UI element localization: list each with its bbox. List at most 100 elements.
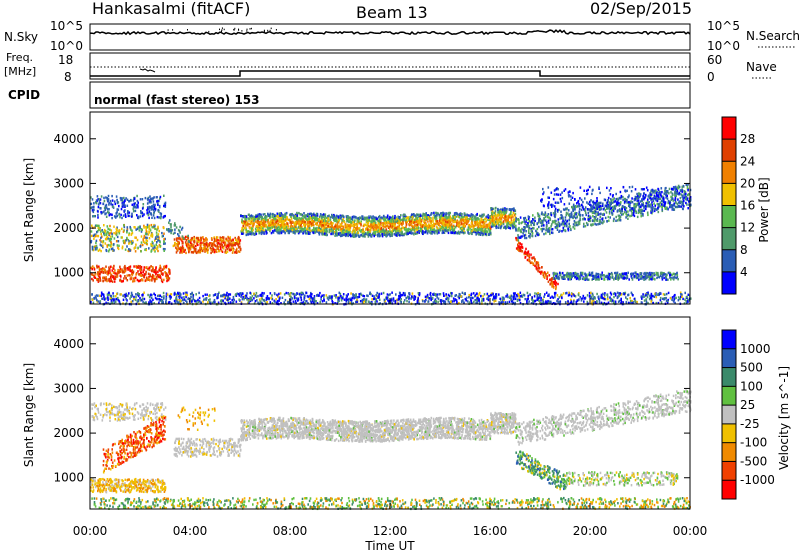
data-cell [91, 245, 94, 249]
freq-line [90, 70, 690, 77]
data-cell [478, 231, 480, 235]
data-cell [97, 277, 100, 281]
data-cell [210, 251, 212, 255]
data-cell [291, 225, 294, 228]
data-cell [322, 219, 325, 223]
data-cell [608, 207, 611, 210]
data-cell [509, 212, 512, 215]
data-cell [597, 213, 600, 216]
data-cell [321, 217, 323, 221]
data-cell [135, 273, 137, 276]
data-cell [146, 206, 149, 209]
data-cell [335, 230, 338, 233]
data-cell [122, 279, 124, 283]
data-cell [128, 200, 131, 203]
data-cell [307, 225, 309, 228]
data-cell [181, 246, 184, 249]
data-cell [145, 270, 147, 274]
data-cell [420, 221, 422, 224]
data-cell [589, 215, 591, 218]
data-cell [499, 208, 502, 211]
data-cell [419, 223, 422, 226]
data-cell [501, 209, 504, 212]
data-cell [405, 219, 407, 223]
data-cell [527, 222, 529, 225]
data-cell [273, 225, 276, 229]
data-cell [469, 215, 472, 218]
data-cell [558, 222, 561, 225]
data-cell [331, 222, 333, 226]
data-cell [150, 200, 152, 204]
data-cell [435, 217, 438, 221]
data-cell [93, 276, 96, 279]
data-cell [278, 228, 281, 231]
data-cell [142, 240, 145, 243]
data-cell [544, 211, 547, 214]
data-cell [554, 222, 557, 225]
data-cell [624, 197, 627, 201]
data-cell [636, 215, 639, 219]
data-cell [464, 219, 466, 222]
data-cell [98, 267, 101, 270]
data-cell [181, 236, 183, 240]
data-cell [240, 214, 242, 218]
data-cell [372, 215, 374, 218]
data-cell [137, 226, 140, 229]
data-cell [370, 221, 373, 224]
data-cell [153, 223, 155, 227]
data-cell [323, 232, 326, 235]
data-cell [125, 239, 127, 242]
data-cell [614, 207, 617, 210]
data-cell [574, 208, 576, 211]
data-cell [514, 216, 517, 219]
station-title: Hankasalmi (fitACF) [92, 0, 250, 18]
data-cell [345, 234, 347, 238]
data-cell [109, 213, 112, 216]
data-cell [477, 226, 480, 229]
nsky-tick-bottom: 10^0 [50, 39, 83, 53]
data-cell [262, 229, 265, 232]
data-cell [245, 230, 248, 234]
data-cell [120, 270, 122, 273]
data-cell [575, 212, 578, 215]
nsearch-tick-bottom: 10^0 [707, 39, 740, 53]
data-cell [261, 217, 263, 221]
data-cell [538, 216, 541, 219]
data-cell [423, 220, 425, 223]
data-cell [476, 212, 478, 216]
data-cell [295, 216, 298, 219]
data-cell [149, 229, 152, 232]
data-cell [335, 228, 338, 231]
data-cell [680, 193, 683, 196]
data-cell [476, 222, 479, 226]
data-cell [458, 221, 460, 224]
data-cell [349, 234, 352, 238]
data-cell [145, 241, 148, 244]
data-cell [126, 245, 128, 248]
data-cell [146, 266, 148, 269]
data-cell [213, 239, 216, 243]
data-cell [109, 224, 111, 228]
data-cell [347, 232, 350, 235]
data-cell [369, 228, 372, 232]
data-cell [101, 268, 104, 271]
data-cell [460, 212, 463, 216]
data-cell [378, 231, 381, 234]
data-cell [282, 215, 284, 218]
data-cell [262, 223, 265, 227]
data-cell [148, 201, 151, 204]
data-cell [457, 215, 459, 218]
data-cell [291, 212, 294, 216]
data-cell [378, 235, 381, 238]
data-cell [340, 227, 342, 231]
data-cell [547, 228, 549, 232]
data-cell [146, 236, 148, 240]
data-cell [232, 238, 234, 241]
data-cell [519, 236, 522, 239]
data-cell [103, 206, 106, 210]
data-cell [370, 234, 373, 237]
data-cell [500, 215, 503, 218]
data-cell [336, 223, 339, 226]
data-cell [154, 203, 156, 207]
data-cell [345, 228, 347, 231]
